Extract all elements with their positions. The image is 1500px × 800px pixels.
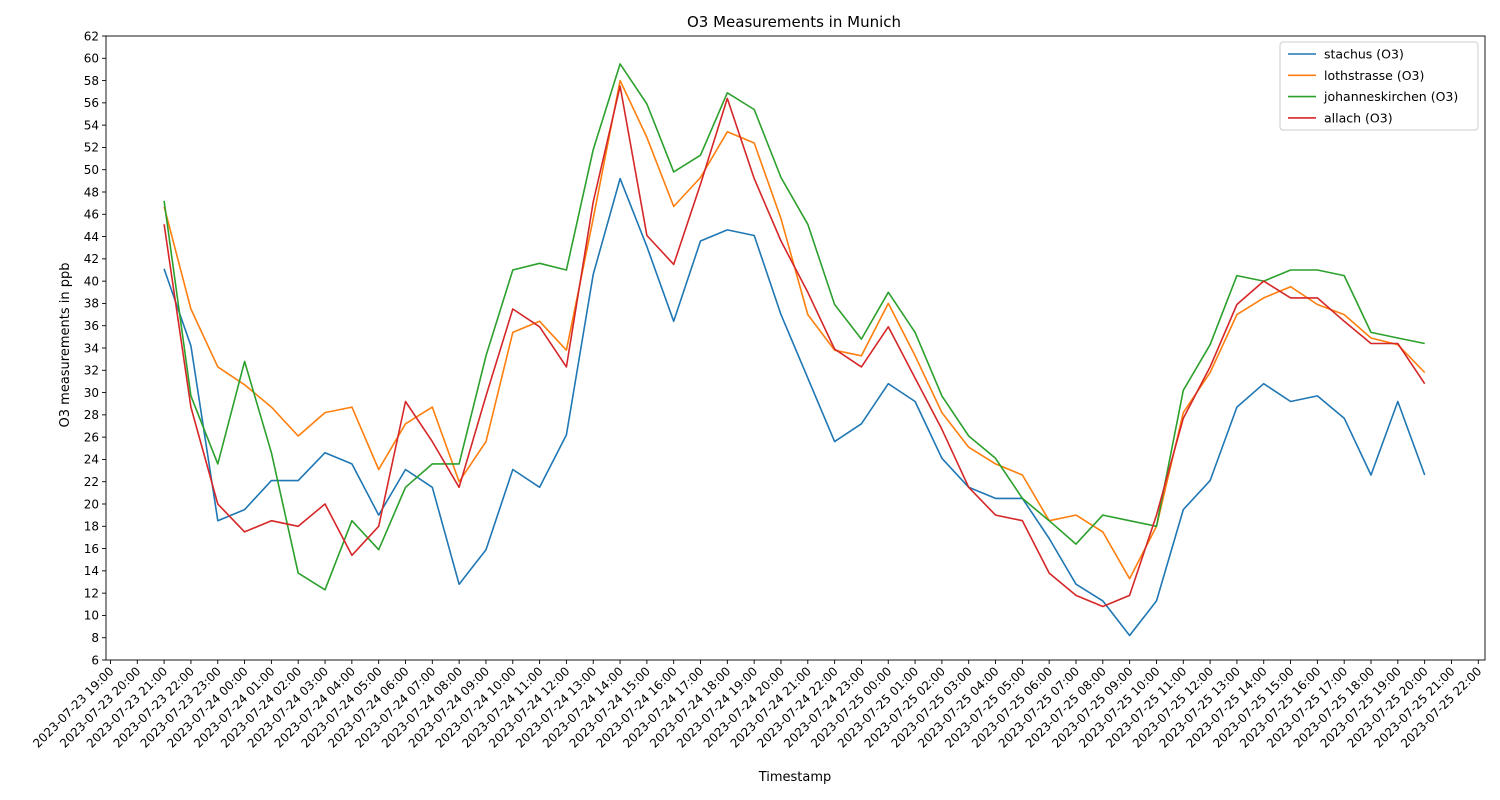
y-tick-label: 40: [84, 274, 99, 288]
y-tick-label: 62: [84, 29, 99, 43]
y-tick-label: 12: [84, 586, 99, 600]
y-tick-label: 16: [84, 542, 99, 556]
series-line-1: [163, 79, 1426, 580]
chart-title: O3 Measurements in Munich: [687, 13, 901, 31]
plot-area: [105, 35, 1486, 661]
y-tick-label: 54: [84, 118, 99, 132]
y-tick-label: 32: [84, 364, 99, 378]
series-line-0: [163, 177, 1426, 637]
y-tick-label: 34: [84, 341, 99, 355]
y-tick-label: 52: [84, 141, 99, 155]
y-tick-label: 10: [84, 609, 99, 623]
y-tick-label: 56: [84, 96, 99, 110]
y-tick-label: 8: [91, 631, 99, 645]
legend-label-2: johanneskirchen (O3): [1323, 89, 1458, 104]
y-tick-label: 48: [84, 185, 99, 199]
y-tick-label: 46: [84, 208, 99, 222]
legend: stachus (O3) lothstrasse (O3) johanneskirc…: [1279, 41, 1479, 131]
y-axis: 6 8 10 12 14 16 18 20 22 24 26 28 30 32 34 36 38 40 42 44 46…: [84, 29, 106, 667]
y-tick-label: 26: [84, 430, 99, 444]
y-tick-label: 38: [84, 297, 99, 311]
series-line-2: [163, 63, 1425, 591]
y-tick-label: 24: [84, 453, 99, 467]
y-tick-label: 58: [84, 74, 99, 88]
y-axis-title: O3 measurements in ppb: [58, 263, 73, 428]
y-tick-label: 50: [84, 163, 99, 177]
x-axis-title: Timestamp: [758, 770, 832, 785]
y-tick-label: 30: [84, 386, 99, 400]
series-line-3: [163, 85, 1426, 608]
y-tick-label: 18: [84, 520, 99, 534]
y-tick-label: 14: [84, 564, 99, 578]
y-tick-label: 22: [84, 475, 99, 489]
y-tick-label: 6: [91, 653, 99, 667]
y-tick-label: 20: [84, 497, 99, 511]
y-tick-label: 28: [84, 408, 99, 422]
y-tick-label: 60: [84, 52, 99, 66]
y-tick-label: 36: [84, 319, 99, 333]
legend-box: [1279, 41, 1479, 131]
legend-label-0: stachus (O3): [1324, 47, 1404, 62]
y-tick-label: 42: [84, 252, 99, 266]
legend-label-1: lothstrasse (O3): [1324, 68, 1424, 83]
legend-label-3: allach (O3): [1324, 110, 1393, 125]
y-tick-label: 44: [84, 230, 99, 244]
